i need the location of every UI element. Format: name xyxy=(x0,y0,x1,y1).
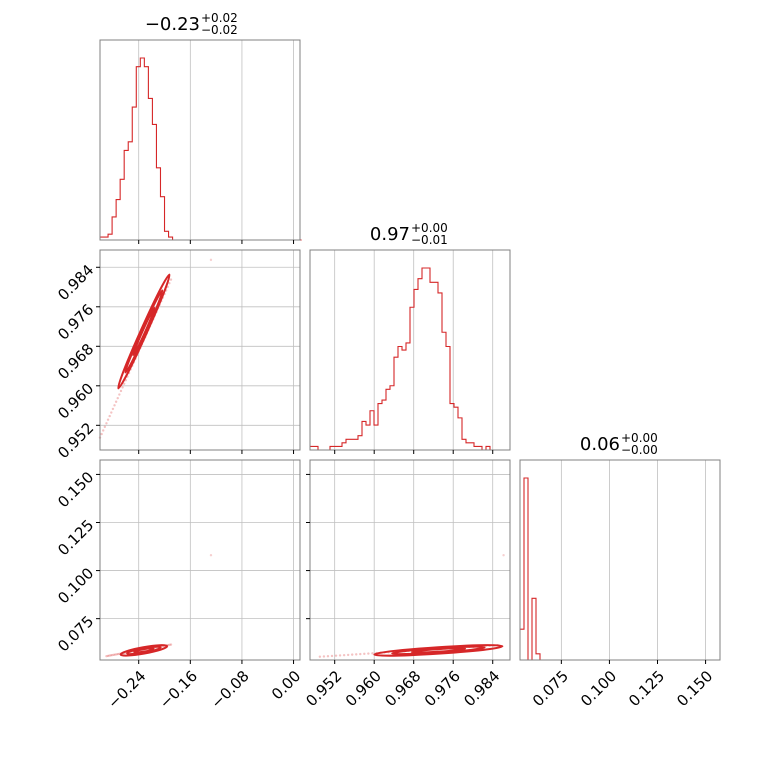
scatter-point xyxy=(322,655,326,658)
scatter-point xyxy=(114,400,118,403)
scatter-point xyxy=(116,396,119,400)
scatter-point xyxy=(169,278,173,281)
scatter-point xyxy=(111,653,114,657)
scatter-point xyxy=(318,655,322,658)
x-tick-label: −0.24 xyxy=(104,667,149,712)
scatter-point xyxy=(330,654,334,658)
scatter-point xyxy=(105,422,108,425)
scatter-point xyxy=(122,382,126,385)
y-tick-label: 0.125 xyxy=(54,516,97,559)
density-contour xyxy=(410,647,467,654)
density-contour xyxy=(133,647,155,654)
panel-title-minus: −0.00 xyxy=(621,443,658,457)
scatter-point xyxy=(114,653,117,656)
histogram-step-line xyxy=(100,57,302,241)
scatter-point xyxy=(105,654,108,658)
scatter-point xyxy=(502,553,505,557)
scatter-point xyxy=(109,654,113,657)
x-tick-label: 0.00 xyxy=(268,667,304,703)
scatter-point xyxy=(355,653,358,656)
scatter-point xyxy=(334,654,338,657)
x-tick-label: 0.976 xyxy=(421,667,464,710)
scatter-point xyxy=(326,655,330,658)
scatter-point xyxy=(169,643,173,646)
density-contour xyxy=(117,273,171,390)
x-tick-label: 0.125 xyxy=(625,667,668,710)
x-tick-label: 0.100 xyxy=(577,667,620,710)
scatter-point xyxy=(118,393,121,396)
scatter-point xyxy=(367,652,370,655)
tick-layer xyxy=(96,240,707,664)
x-tick-label: 0.150 xyxy=(673,667,716,710)
scatter-point xyxy=(346,653,350,657)
y-tick-label: 0.968 xyxy=(54,340,97,383)
x-tick-label: 0.984 xyxy=(460,667,503,710)
scatter-point xyxy=(103,425,107,429)
scatter-point xyxy=(106,418,110,421)
scatter-point xyxy=(100,432,103,436)
scatter-point xyxy=(112,653,115,657)
scatter-point xyxy=(106,654,110,658)
scatter-point xyxy=(371,652,374,655)
scatter-point xyxy=(121,386,124,389)
scatter-point xyxy=(113,404,116,407)
scatter-point xyxy=(102,429,105,432)
y-tick-label: 0.952 xyxy=(54,419,97,462)
scatter-point xyxy=(209,258,213,262)
x-tick-label: −0.16 xyxy=(156,667,201,712)
panel-title-minus: −0.02 xyxy=(201,23,238,37)
density-contour xyxy=(124,289,164,374)
scatter-point xyxy=(108,654,111,657)
scatter-point xyxy=(116,652,120,656)
x-tick-label: 0.960 xyxy=(342,667,385,710)
y-tick-label: 0.984 xyxy=(54,261,97,304)
scatter-point xyxy=(108,414,111,418)
x-tick-label: 0.075 xyxy=(529,667,572,710)
scatter-point xyxy=(115,653,118,656)
histogram-step-line xyxy=(310,267,510,451)
y-tick-label: 0.100 xyxy=(54,564,97,607)
x-tick-label: −0.08 xyxy=(207,667,252,712)
histogram-step-line xyxy=(520,477,720,661)
panel-title-plus: +0.02 xyxy=(201,11,238,25)
y-tick-label: 0.150 xyxy=(54,468,97,511)
diagonal-panel-frame xyxy=(519,459,721,661)
x-tick-label: 0.968 xyxy=(381,667,424,710)
diagonal-panel-frame xyxy=(309,249,511,451)
scatter-point xyxy=(338,654,342,657)
y-tick-label: 0.075 xyxy=(54,612,97,655)
scatter-point xyxy=(350,653,354,656)
scatter-point xyxy=(359,652,362,656)
data-layer xyxy=(98,57,720,661)
frame-layer xyxy=(99,39,721,661)
density-contour xyxy=(132,306,156,357)
y-tick-label: 0.976 xyxy=(54,300,97,343)
scatter-point xyxy=(168,643,171,647)
scatter-point xyxy=(110,411,113,414)
scatter-point xyxy=(168,282,171,285)
scatter-point xyxy=(119,389,123,393)
scatter-point xyxy=(342,653,346,657)
diagonal-panel-frame xyxy=(99,39,301,241)
panel-title-median: 0.06 xyxy=(580,434,620,455)
panel-title-minus: −0.01 xyxy=(411,233,448,247)
panel-title-median: 0.97 xyxy=(370,224,410,245)
y-tick-label: 0.960 xyxy=(54,379,97,422)
panel-title-plus: +0.00 xyxy=(411,221,448,235)
text-layer: −0.23 +0.02−0.020.97 +0.00−0.010.06 +0.00−0… xyxy=(54,11,716,712)
pair-panel-frame xyxy=(309,459,511,661)
x-tick-label: 0.952 xyxy=(302,667,345,710)
density-contour xyxy=(373,644,504,657)
panel-title-plus: +0.00 xyxy=(621,431,658,445)
scatter-point xyxy=(111,407,115,411)
pair-panel-frame xyxy=(99,459,301,661)
scatter-point xyxy=(363,652,366,656)
panel-title-median: −0.23 xyxy=(145,14,200,35)
pair-panel-frame xyxy=(99,249,301,451)
scatter-point xyxy=(209,553,213,557)
